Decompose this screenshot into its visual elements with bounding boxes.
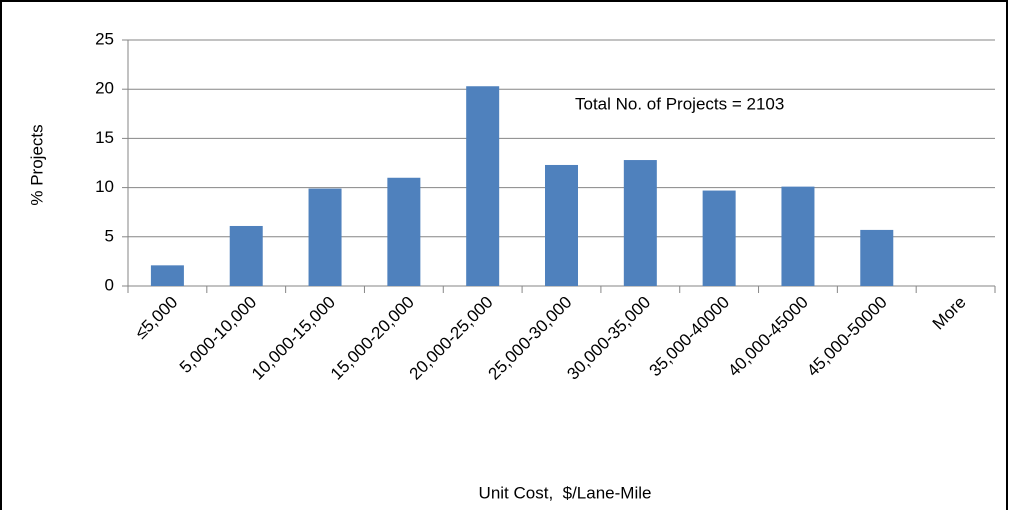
bar: [860, 229, 894, 286]
x-axis-label: Unit Cost, $/Lane-Mile: [479, 483, 652, 502]
bar: [150, 265, 184, 286]
y-axis-label: % Projects: [27, 124, 46, 205]
bar: [466, 86, 500, 286]
y-tick-label: 5: [105, 226, 114, 245]
y-tick-label: 10: [95, 177, 114, 196]
annotation: Total No. of Projects = 2103: [575, 94, 784, 113]
bar: [781, 186, 815, 286]
bar: [229, 225, 263, 286]
bar: [545, 164, 578, 286]
bar: [308, 188, 342, 286]
bar: [702, 190, 736, 286]
bar: [387, 177, 421, 286]
y-tick-label: 20: [95, 79, 114, 98]
y-tick-label: 15: [95, 128, 114, 147]
y-tick-label: 25: [95, 29, 114, 48]
bar: [623, 160, 657, 286]
y-tick-label: 0: [105, 275, 114, 294]
